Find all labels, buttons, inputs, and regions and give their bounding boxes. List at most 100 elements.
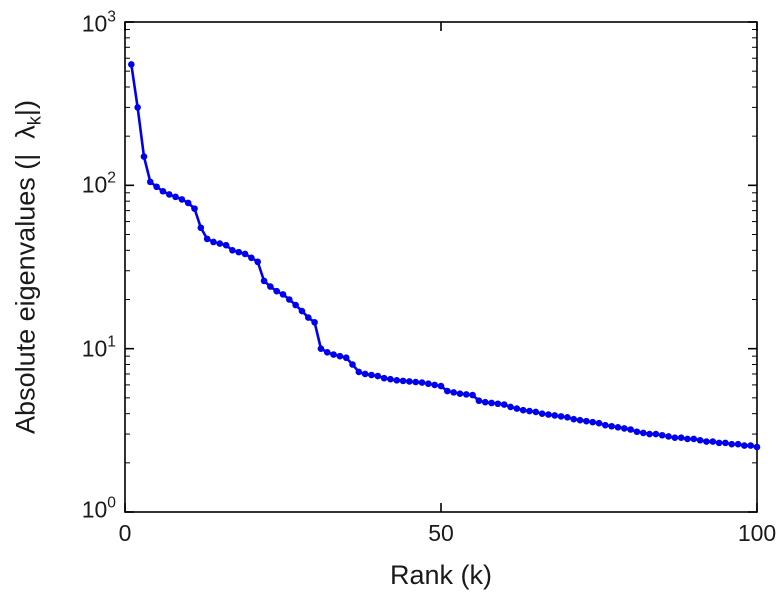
x-tick-label: 100 [737,520,777,546]
data-point [134,104,141,111]
data-point [639,429,647,437]
data-point [570,415,578,423]
y-tick-exponent: 3 [107,8,116,26]
data-point [368,371,375,379]
data-point [374,372,382,380]
y-tick-label: 100 [81,494,116,523]
data-point [513,405,521,412]
data-point [286,296,293,303]
data-point [734,440,742,448]
data-point [690,435,698,443]
lambda-subscript: k [23,116,45,126]
data-point [526,407,533,415]
data-point [235,248,243,256]
data-point [665,433,672,440]
x-axis-label: Rank (k) [389,560,493,590]
data-point [709,438,717,445]
data-point [406,378,413,385]
data-point [140,153,148,160]
data-point [741,442,748,449]
data-point [728,440,736,448]
data-series-line [130,63,759,449]
data-point [254,258,262,266]
data-point [633,428,641,436]
data-point [361,370,369,378]
data-point [488,399,495,407]
data-point [583,417,590,425]
data-point [614,424,622,431]
x-tick-label: 50 [428,520,454,546]
data-point [576,416,584,424]
data-point [425,380,432,388]
data-point [652,430,660,438]
data-point [646,430,653,438]
data-point [627,426,634,433]
data-point [210,238,217,246]
data-point [336,352,344,360]
data-point [146,178,154,186]
data-point [450,389,457,396]
x-tick-label: 0 [118,520,132,546]
data-point [191,205,198,212]
data-point [747,442,754,449]
data-point [538,410,546,417]
y-tick-exponent: 2 [107,169,116,187]
y-tick-exponent: 1 [107,333,116,351]
data-point [519,406,527,414]
data-point [292,301,299,309]
data-point [222,241,230,249]
data-point [418,379,426,386]
data-point [387,375,394,383]
data-point [279,291,287,298]
data-point [753,443,761,451]
data-point [311,319,318,326]
data-point [564,414,571,421]
data-point [349,361,356,368]
y-tick-label: 103 [81,8,116,37]
data-point [216,240,224,247]
data-point [551,412,559,419]
data-point [260,277,268,285]
data-point [178,196,186,203]
data-point [355,368,363,376]
data-point [317,345,325,352]
data-point [589,418,596,426]
data-point [153,183,160,191]
data-point [184,199,192,207]
data-point [393,377,401,384]
data-point [671,434,679,442]
data-point [469,391,476,399]
data-point [273,287,280,295]
data-point [500,401,508,408]
data-point [456,390,464,398]
data-point [159,187,167,195]
data-point [412,378,420,386]
data-point [532,408,540,416]
data-point [444,387,451,395]
data-point [172,193,179,201]
data-point [399,377,407,385]
data-point [684,435,691,443]
data-point [494,400,502,408]
data-point [431,381,438,389]
data-point [608,422,615,430]
data-point [545,411,552,418]
data-point [595,419,603,427]
data-point [475,397,483,405]
data-point [197,224,205,232]
data-point [620,425,628,432]
y-tick-exponent: 0 [107,494,116,512]
data-point [330,351,337,358]
data-point [658,431,666,439]
data-point [241,250,249,258]
y-tick-label: 101 [81,333,116,362]
data-point [715,439,723,447]
data-point [722,439,729,447]
data-point [298,307,306,315]
data-point [229,247,236,254]
data-point [557,413,565,420]
data-point [203,235,211,243]
data-point [165,191,173,198]
data-point [703,438,710,445]
